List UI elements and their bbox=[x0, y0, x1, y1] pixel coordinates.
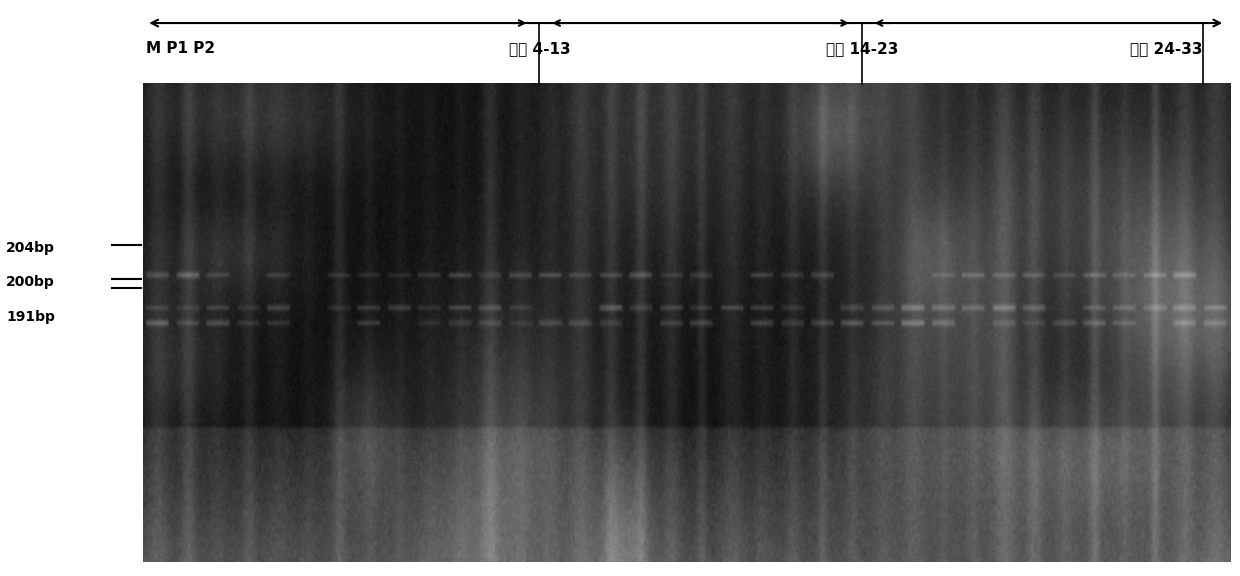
Text: 泳道 24-33: 泳道 24-33 bbox=[1131, 41, 1203, 56]
Text: 泳道 4-13: 泳道 4-13 bbox=[508, 41, 570, 56]
Text: M P1 P2: M P1 P2 bbox=[146, 41, 216, 56]
Text: 200bp: 200bp bbox=[6, 275, 55, 289]
Text: 204bp: 204bp bbox=[6, 241, 55, 255]
Text: 泳道 14-23: 泳道 14-23 bbox=[826, 41, 898, 56]
Text: 191bp: 191bp bbox=[6, 310, 55, 324]
